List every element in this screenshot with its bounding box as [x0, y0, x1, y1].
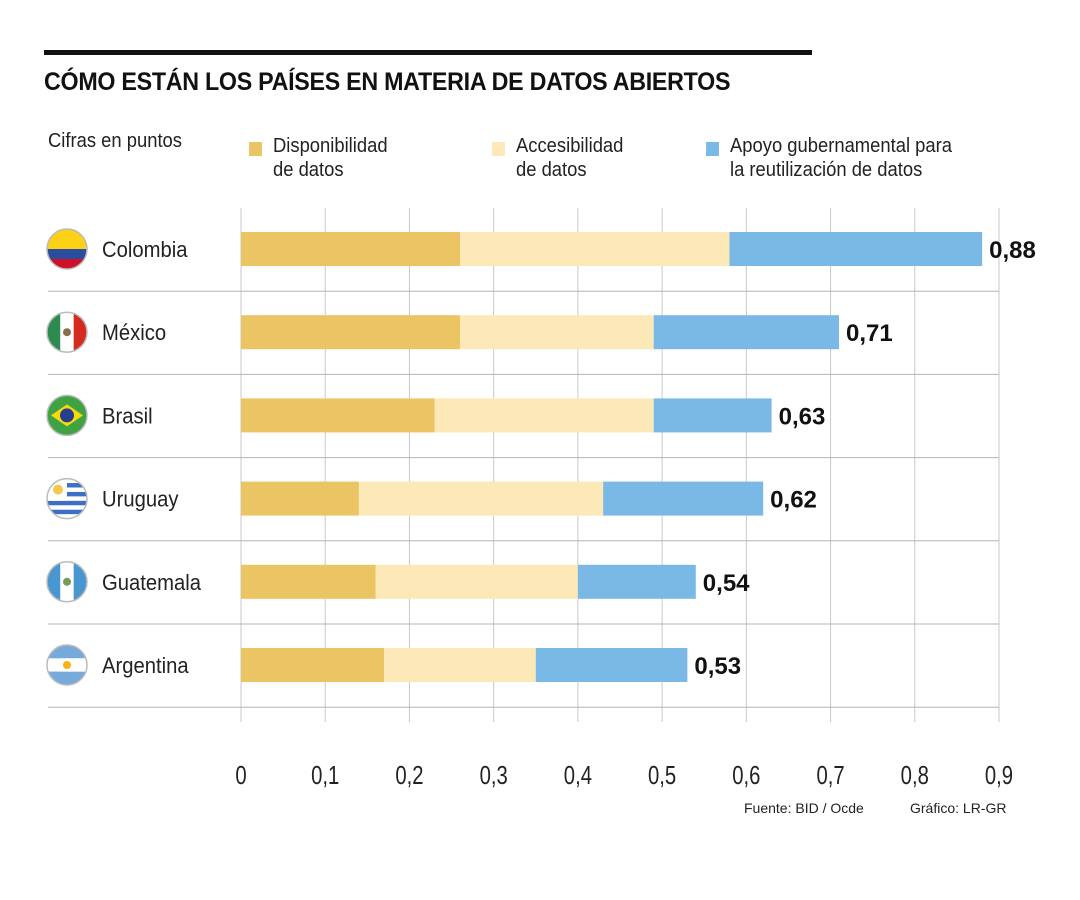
x-tick-label: 0,3 [480, 761, 508, 790]
legend-swatch [492, 142, 505, 156]
category-label: Guatemala [102, 571, 201, 595]
flag-border [46, 477, 88, 520]
flag-border [46, 311, 88, 353]
legend-swatch [706, 142, 719, 156]
total-label: 0,62 [770, 487, 817, 514]
uruguay-flag [46, 477, 88, 520]
bar-segment [241, 648, 385, 682]
bar-segment [459, 232, 730, 266]
category-label: Argentina [102, 654, 189, 678]
legend-item-disponibilidad: Disponibilidad de datos [249, 134, 388, 182]
x-tick-label: 0 [235, 761, 246, 790]
argentina-flag [46, 644, 88, 686]
total-label: 0,53 [694, 653, 741, 680]
globe [60, 408, 74, 423]
x-tick-label: 0,1 [311, 761, 339, 790]
mexico-flag [46, 311, 88, 353]
source-note: Fuente: BID / Ocde [744, 800, 864, 816]
bar-segment [577, 564, 696, 599]
brazil-flag [46, 394, 88, 437]
flag-border [46, 228, 88, 270]
category-label: Colombia [102, 238, 188, 262]
top-rule [44, 50, 812, 55]
chart-subtitle: Cifras en puntos [48, 130, 182, 152]
flag-stripe [47, 259, 87, 269]
bar-segment [358, 481, 604, 516]
flag-stripe [47, 249, 87, 259]
chart-title: CÓMO ESTÁN LOS PAÍSES EN MATERIA DE DATO… [44, 68, 731, 96]
bar-segment [241, 564, 376, 599]
total-label: 0,71 [846, 320, 893, 347]
flag-border [46, 394, 88, 437]
x-tick-label: 0,2 [395, 761, 423, 790]
bar-segment [459, 315, 654, 350]
bar-segment [241, 315, 460, 350]
flag-fill [47, 478, 87, 519]
flag-fill [47, 395, 87, 436]
x-tick-label: 0,7 [816, 761, 844, 790]
bar-segment [653, 315, 839, 350]
flag-border [46, 561, 88, 603]
category-label: México [102, 321, 166, 345]
bar-segment [653, 398, 772, 433]
emblem [63, 328, 71, 337]
bar-segment [535, 648, 688, 682]
bar-segment [434, 398, 654, 433]
legend-item-accesibilidad: Accesibilidad de datos [492, 134, 623, 182]
total-label: 0,88 [989, 237, 1036, 264]
total-label: 0,63 [779, 403, 826, 430]
colombia-flag [46, 228, 88, 270]
flag-stripe [47, 509, 87, 515]
legend-item-apoyo: Apoyo gubernamental para la reutilizació… [706, 134, 952, 182]
bar-segment [241, 398, 435, 433]
category-label: Brasil [102, 405, 153, 429]
bar-segment [729, 232, 983, 266]
flag-fill [47, 229, 87, 269]
sun [63, 661, 71, 669]
x-tick-label: 0,6 [732, 761, 760, 790]
bar-segment [603, 481, 764, 516]
bar-segment [375, 564, 578, 599]
credit-note: Gráfico: LR-GR [910, 800, 1007, 816]
bar-segment [241, 232, 460, 266]
x-tick-label: 0,9 [985, 761, 1013, 790]
x-tick-label: 0,4 [564, 761, 592, 790]
x-tick-label: 0,8 [901, 761, 929, 790]
bar-segment [241, 481, 359, 516]
emblem [63, 577, 71, 586]
flag-stripe [47, 229, 87, 249]
total-label: 0,54 [703, 570, 750, 597]
x-tick-label: 0,5 [648, 761, 676, 790]
sun [53, 484, 63, 495]
guatemala-flag [46, 561, 88, 603]
bar-segment [384, 648, 536, 682]
category-label: Uruguay [102, 488, 179, 512]
flag-border [46, 644, 88, 686]
flag-stripe [47, 500, 87, 506]
legend-swatch [249, 142, 262, 156]
